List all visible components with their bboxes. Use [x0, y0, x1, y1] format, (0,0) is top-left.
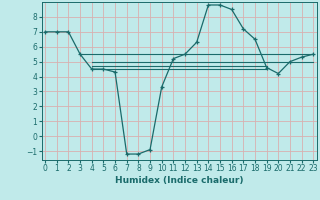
X-axis label: Humidex (Indice chaleur): Humidex (Indice chaleur) [115, 176, 244, 185]
